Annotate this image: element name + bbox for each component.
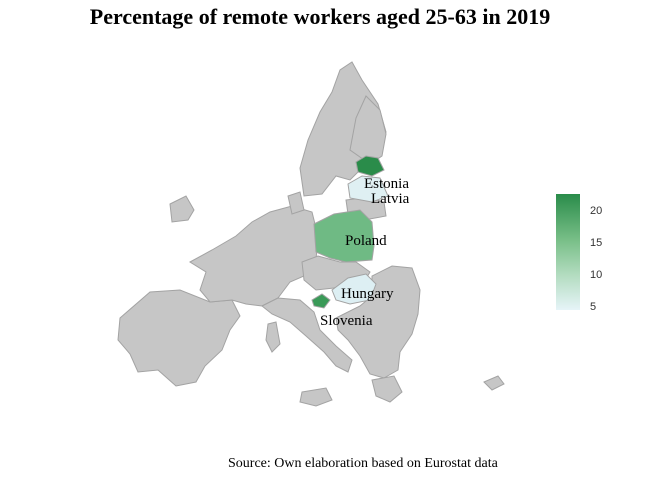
poland-label: Poland <box>345 233 387 249</box>
ireland-land <box>169 195 195 223</box>
hungary-region <box>331 273 377 305</box>
slovenia-label: Slovenia <box>320 313 373 329</box>
legend-tick-15: 15 <box>590 237 603 249</box>
legend-tick-5: 5 <box>590 301 597 313</box>
source-caption: Source: Own elaboration based on Eurosta… <box>228 456 498 471</box>
no-data-land <box>117 61 505 407</box>
legend-gradient-bar <box>556 194 580 310</box>
cyprus-land <box>483 375 505 391</box>
france-land <box>189 205 319 307</box>
iberia-land <box>117 289 241 387</box>
poland-region <box>313 209 375 263</box>
sardinia-land <box>265 321 281 353</box>
latvia-region <box>347 175 389 203</box>
greece-south-land <box>371 375 403 403</box>
italy-land <box>261 297 353 373</box>
denmark-land <box>287 191 305 215</box>
sicily-land <box>299 387 333 407</box>
estonia-label: Estonia <box>364 176 409 192</box>
hungary-label: Hungary <box>341 286 394 302</box>
slovenia-region <box>311 293 331 309</box>
latvia-label: Latvia <box>371 191 410 207</box>
legend-tick-20: 20 <box>590 205 603 217</box>
map-title: Percentage of remote workers aged 25-63 … <box>89 4 551 29</box>
estonia-region <box>355 155 385 177</box>
color-legend: 20 15 10 5 <box>556 194 602 313</box>
legend-tick-10: 10 <box>590 269 603 281</box>
